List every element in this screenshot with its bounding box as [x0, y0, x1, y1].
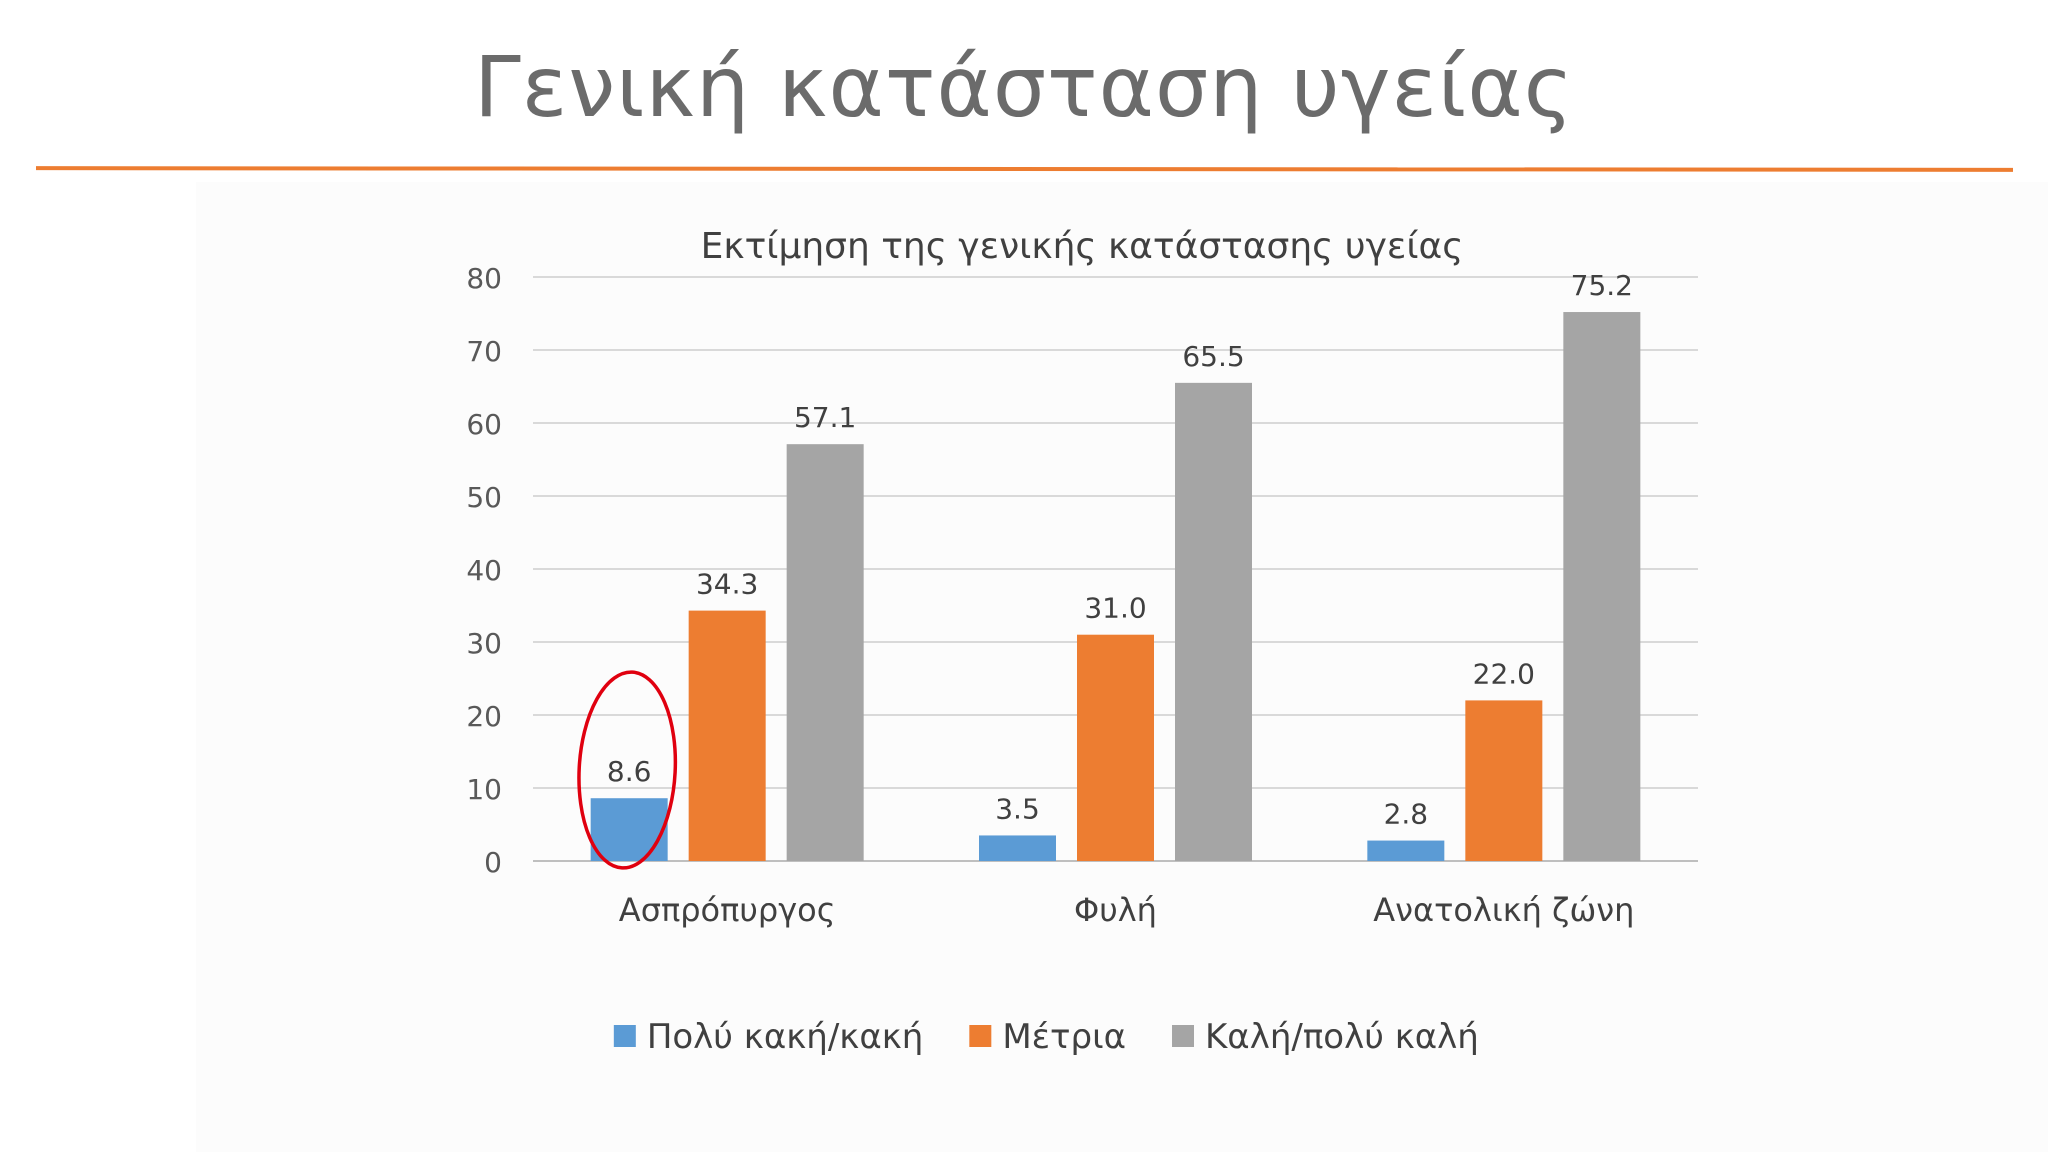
- data-label: 2.8: [1384, 798, 1429, 831]
- bar: [1175, 382, 1252, 861]
- bar: [979, 835, 1056, 861]
- y-tick-label: 70: [466, 335, 502, 368]
- legend-label: Μέτρια: [1002, 1017, 1126, 1057]
- axes: 0 10 20 30 40 50 60 70 80 Ασπρόπυργος Φυλή Ανατολικ…: [466, 262, 1634, 929]
- y-tick-label: 40: [466, 554, 502, 587]
- annotation: [577, 670, 678, 870]
- legend-swatch: [1172, 1025, 1195, 1047]
- bar: [688, 610, 766, 861]
- legend: Πολύ κακή/κακή Μέτρια Καλή/πολύ καλή: [613, 1017, 1479, 1057]
- legend-label: Πολύ κακή/κακή: [647, 1017, 924, 1057]
- y-tick-label: 30: [466, 627, 502, 660]
- slide-title: Γενική κατάσταση υγείας: [474, 38, 1574, 136]
- y-tick-label: 50: [466, 481, 502, 514]
- highlight-ellipse: [577, 670, 678, 870]
- bar: [1563, 312, 1641, 861]
- data-label: 22.0: [1473, 657, 1535, 690]
- category-label: Ανατολική ζώνη: [1373, 891, 1634, 929]
- category-label: Φυλή: [1074, 891, 1157, 929]
- bar: [786, 444, 864, 861]
- data-labels: 8.6 34.3 57.1 3.5 31.0 65.5 2.8 22.0 75.2: [607, 269, 1633, 831]
- bar: [590, 798, 668, 861]
- y-tick-label: 80: [466, 262, 502, 295]
- bar: [1465, 700, 1543, 861]
- data-label: 31.0: [1084, 592, 1146, 625]
- data-label: 65.5: [1182, 340, 1244, 373]
- data-label: 3.5: [995, 792, 1040, 825]
- y-tick-label: 0: [484, 846, 502, 879]
- y-tick-label: 10: [466, 773, 502, 806]
- data-label: 8.6: [607, 755, 652, 788]
- bars: [590, 312, 1641, 861]
- y-tick-label: 20: [466, 700, 502, 733]
- legend-swatch: [613, 1025, 636, 1047]
- y-tick-label: 60: [466, 408, 502, 441]
- bar: [1367, 840, 1445, 861]
- data-label: 34.3: [696, 568, 758, 601]
- legend-swatch: [969, 1025, 992, 1047]
- legend-label: Καλή/πολύ καλή: [1205, 1017, 1479, 1057]
- data-label: 75.2: [1571, 269, 1633, 302]
- chart-title: Εκτίμηση της γενικής κατάστασης υγείας: [701, 226, 1464, 267]
- data-label: 57.1: [794, 401, 856, 434]
- category-label: Ασπρόπυργος: [619, 891, 836, 929]
- bar: [1077, 634, 1154, 861]
